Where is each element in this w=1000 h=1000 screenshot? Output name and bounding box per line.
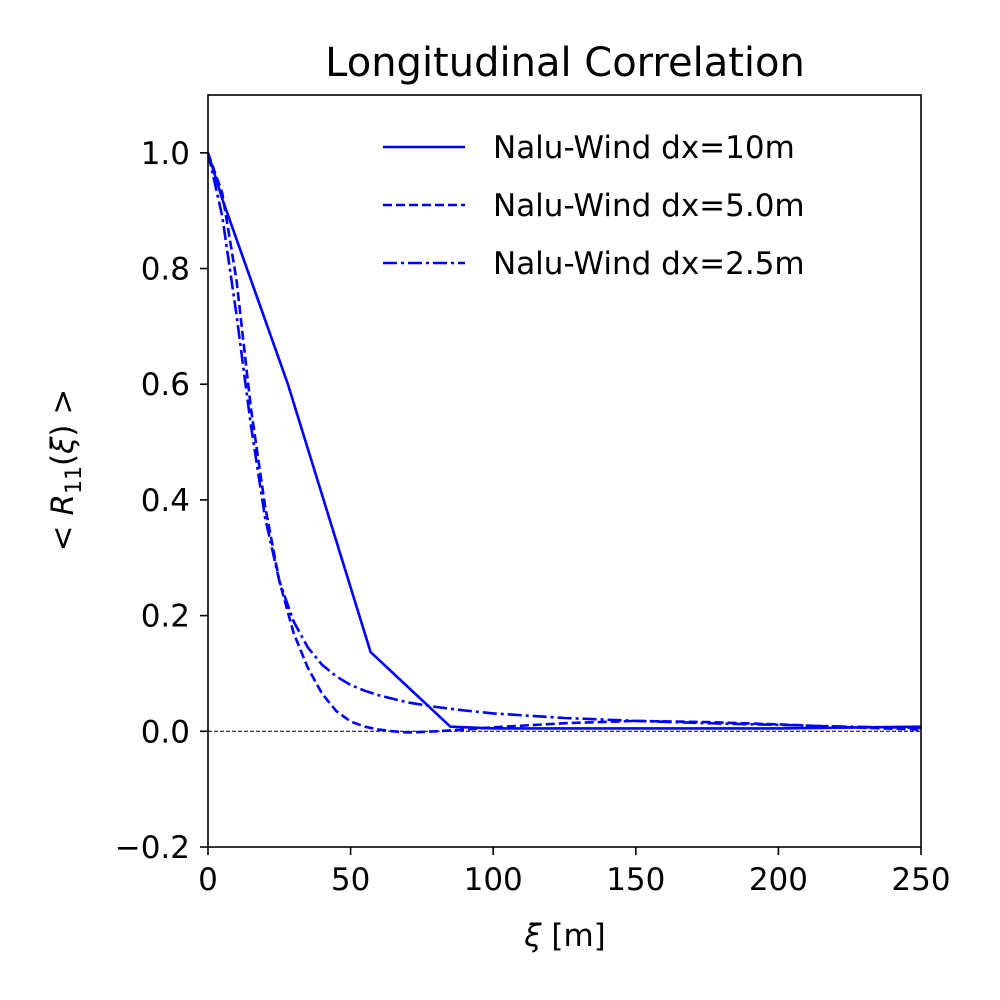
y-tick-label: 0.2: [141, 599, 190, 635]
x-axis: 0 50 100 150 200 250: [198, 847, 951, 898]
x-tick-label: 100: [464, 862, 523, 898]
y-axis: −0.2 0.0 0.2 0.4 0.6 0.8 1.0: [115, 136, 208, 866]
y-tick-label: 1.0: [141, 136, 190, 172]
y-tick-label: 0.4: [141, 483, 190, 519]
y-axis-label-arg-open: (: [45, 454, 81, 466]
x-tick-label: 0: [198, 862, 218, 898]
y-tick-label: 0.8: [141, 252, 190, 288]
y-axis-label-prefix: <: [45, 516, 81, 552]
y-tick-label: 0.0: [141, 714, 190, 750]
legend-label-3: Nalu-Wind dx=2.5m: [493, 246, 805, 282]
y-axis-label-arg-close: ): [45, 424, 81, 436]
x-tick-label: 200: [749, 862, 808, 898]
x-axis-label-symbol: ξ: [523, 918, 542, 954]
legend-label-1: Nalu-Wind dx=10m: [493, 130, 795, 166]
series-line-3: [208, 152, 921, 730]
y-axis-label-subscript: 11: [62, 466, 87, 494]
y-tick-label: 0.6: [141, 367, 190, 403]
chart-title: Longitudinal Correlation: [325, 40, 805, 86]
y-axis-label-group: < R11(ξ) >: [45, 389, 87, 552]
x-axis-label: ξ [m]: [523, 918, 606, 954]
y-tick-label: −0.2: [115, 830, 190, 866]
x-tick-label: 250: [891, 862, 950, 898]
x-tick-label: 150: [606, 862, 665, 898]
axes-frame: [207, 94, 922, 848]
legend-label-2: Nalu-Wind dx=5.0m: [493, 188, 805, 224]
y-axis-label-arg-symbol: ξ: [45, 436, 81, 455]
series-line-2: [208, 152, 921, 734]
plot-area: [208, 152, 921, 734]
legend: Nalu-Wind dx=10m Nalu-Wind dx=5.0m Nalu-Wi…: [383, 130, 805, 282]
x-tick-label: 50: [331, 862, 370, 898]
series-layer: [208, 152, 921, 734]
series-line-1: [208, 152, 921, 730]
y-axis-label: < R11(ξ) >: [45, 389, 87, 552]
x-axis-label-unit: [m]: [542, 918, 606, 954]
y-axis-label-suffix: >: [45, 389, 81, 425]
y-axis-label-symbol: R: [45, 494, 81, 516]
